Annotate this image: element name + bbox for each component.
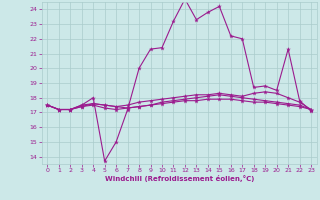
X-axis label: Windchill (Refroidissement éolien,°C): Windchill (Refroidissement éolien,°C) (105, 175, 254, 182)
